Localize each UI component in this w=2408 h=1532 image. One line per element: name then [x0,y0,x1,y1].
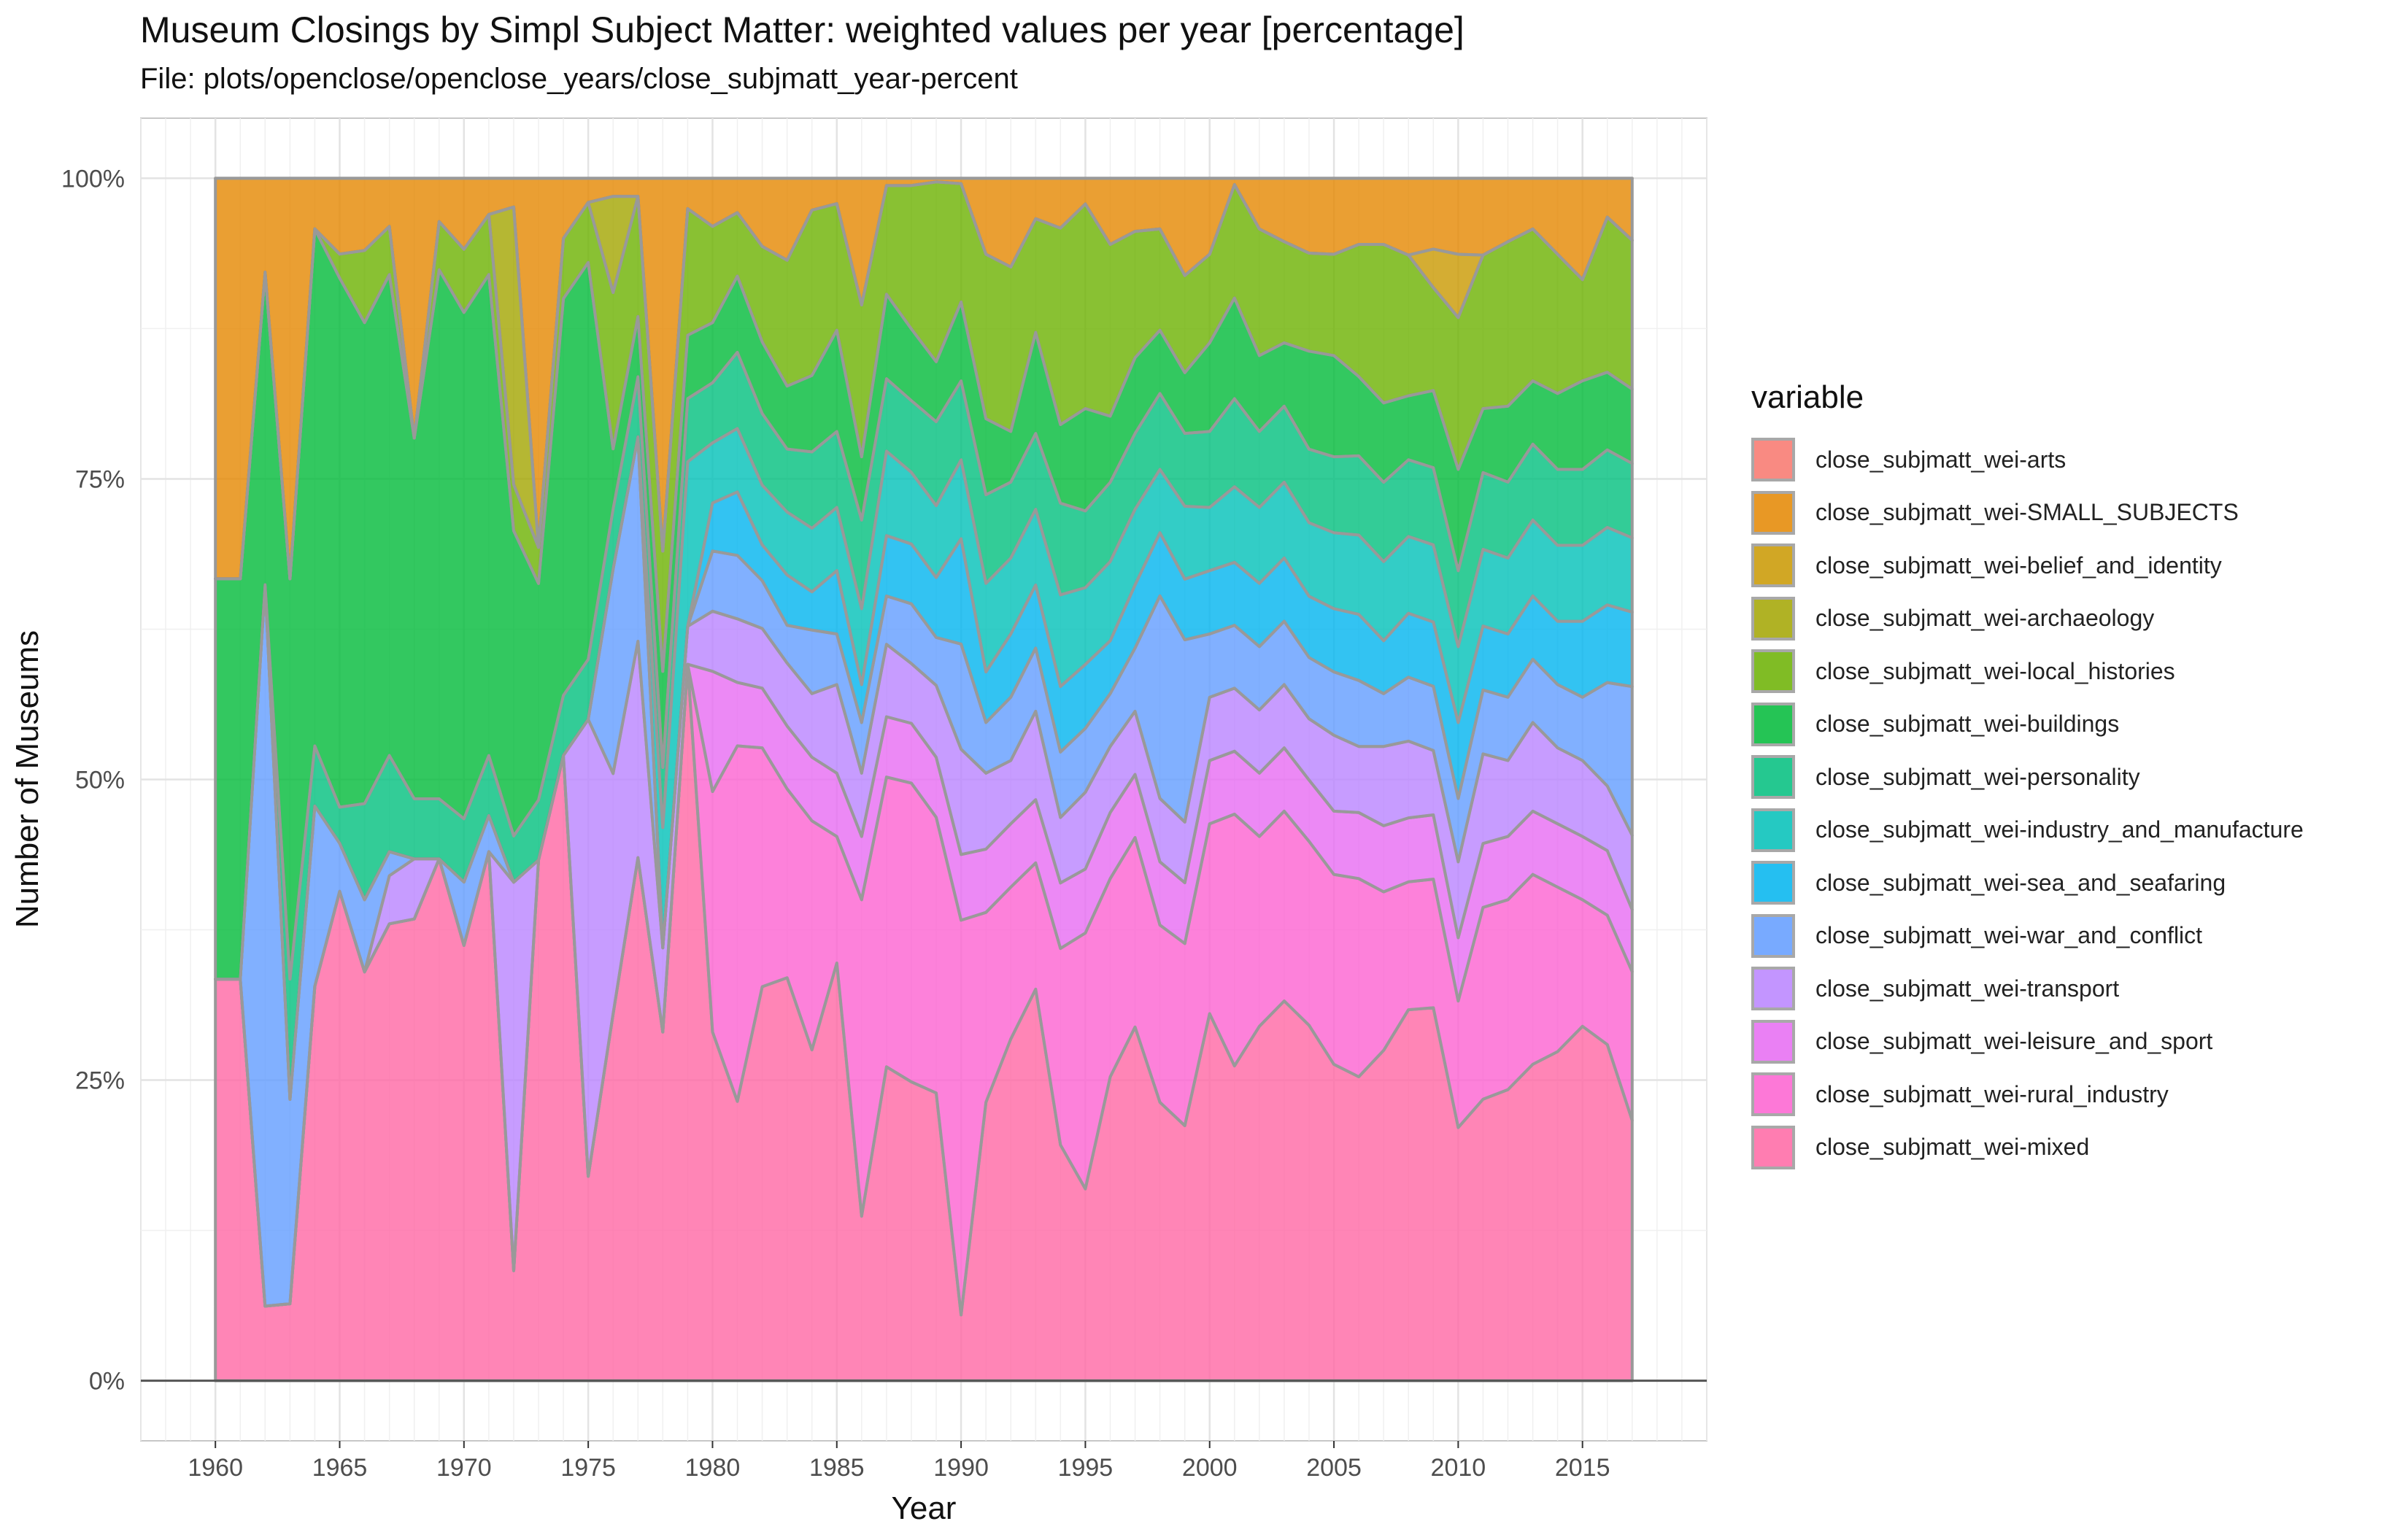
legend-item-personality: close_subjmatt_wei-personality [1751,751,2304,804]
y-tick-label: 0% [89,1368,125,1396]
y-tick-label: 100% [61,165,125,193]
legend-label: close_subjmatt_wei-belief_and_identity [1815,552,2222,579]
legend-swatch [1751,808,1795,852]
x-tick-label: 1980 [685,1454,741,1482]
legend-item-sea-and-seafaring: close_subjmatt_wei-sea_and_seafaring [1751,856,2304,910]
x-tick-label: 1965 [312,1454,368,1482]
legend-title: variable [1751,379,1864,415]
legend-swatch [1751,1072,1795,1117]
x-tick-label: 2010 [1431,1454,1486,1482]
legend-label: close_subjmatt_wei-personality [1815,763,2140,790]
legend-item-arts: close_subjmatt_wei-arts [1751,433,2304,487]
x-tick-label: 1985 [809,1454,865,1482]
legend-label: close_subjmatt_wei-war_and_conflict [1815,922,2203,949]
legend-label: close_subjmatt_wei-sea_and_seafaring [1815,869,2226,896]
x-axis-ticks: 1960 1965 1970 1975 1980 1985 1990 1995 2000 2005… [188,1441,1610,1482]
legend-swatch [1751,967,1795,1011]
legend-item-leisure-and-sport: close_subjmatt_wei-leisure_and_sport [1751,1015,2304,1069]
legend-item-belief-and-identity: close_subjmatt_wei-belief_and_identity [1751,539,2304,592]
y-tick-label: 25% [75,1067,125,1095]
legend-item-war-and-conflict: close_subjmatt_wei-war_and_conflict [1751,910,2304,963]
x-tick-label: 1990 [933,1454,989,1482]
legend-label: close_subjmatt_wei-arts [1815,446,2067,473]
chart-title: Museum Closings by Simpl Subject Matter:… [140,9,1465,50]
area-chart: 0% 25% 50% 75% 100% 1960 1965 1970 1975 1980 1985… [9,117,1707,1526]
x-axis-label: Year [892,1490,957,1526]
legend: variable close_subjmatt_wei-arts close_su… [1751,379,2304,1174]
legend-swatch [1751,702,1795,746]
y-axis-label: Number of Museums [9,630,45,928]
legend-label: close_subjmatt_wei-buildings [1815,711,2120,738]
legend-swatch [1751,596,1795,641]
x-tick-label: 1975 [560,1454,616,1482]
y-axis-ticks: 0% 25% 50% 75% 100% [61,165,125,1395]
chart-subtitle: File: plots/openclose/openclose_years/cl… [140,63,1018,95]
legend-swatch [1751,438,1795,482]
legend-item-transport: close_subjmatt_wei-transport [1751,962,2304,1015]
legend-label: close_subjmatt_wei-mixed [1815,1134,2090,1161]
legend-swatch [1751,649,1795,694]
x-tick-label: 2005 [1306,1454,1362,1482]
legend-label: close_subjmatt_wei-industry_and_manufact… [1815,816,2304,843]
x-tick-label: 1970 [436,1454,492,1482]
legend-swatch [1751,861,1795,905]
legend-swatch [1751,913,1795,958]
area-series-group [214,177,1634,1382]
legend-label: close_subjmatt_wei-local_histories [1815,657,2175,684]
legend-swatch [1751,490,1795,535]
legend-swatch [1751,543,1795,588]
legend-label: close_subjmatt_wei-transport [1815,975,2120,1002]
legend-swatch [1751,755,1795,800]
legend-item-rural-industry: close_subjmatt_wei-rural_industry [1751,1068,2304,1121]
legend-item-local-histories: close_subjmatt_wei-local_histories [1751,645,2304,698]
legend-item-buildings: close_subjmatt_wei-buildings [1751,698,2304,751]
x-tick-label: 1995 [1058,1454,1114,1482]
x-tick-label: 2000 [1182,1454,1238,1482]
legend-label: close_subjmatt_wei-SMALL_SUBJECTS [1815,499,2239,526]
x-tick-label: 1960 [188,1454,243,1482]
legend-swatch [1751,1019,1795,1064]
legend-item-mixed: close_subjmatt_wei-mixed [1751,1121,2304,1175]
legend-item-archaeology: close_subjmatt_wei-archaeology [1751,592,2304,646]
legend-item-small-subjects: close_subjmatt_wei-SMALL_SUBJECTS [1751,487,2304,540]
legend-label: close_subjmatt_wei-leisure_and_sport [1815,1028,2213,1055]
x-tick-label: 2015 [1555,1454,1610,1482]
y-tick-label: 50% [75,767,125,794]
legend-items: close_subjmatt_wei-arts close_subjmatt_we… [1751,433,2304,1174]
legend-item-industry-and-manufacture: close_subjmatt_wei-industry_and_manufact… [1751,804,2304,857]
legend-swatch [1751,1125,1795,1169]
y-tick-label: 75% [75,465,125,493]
legend-label: close_subjmatt_wei-rural_industry [1815,1080,2169,1107]
legend-label: close_subjmatt_wei-archaeology [1815,605,2155,632]
